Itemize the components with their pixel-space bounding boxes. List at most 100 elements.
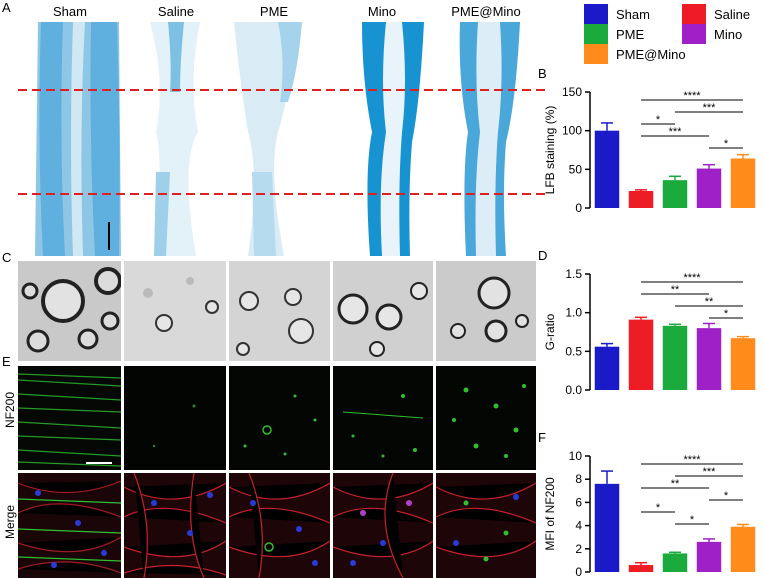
y-axis-label: LFB staining (%) xyxy=(543,106,557,195)
group-label-pme-mino: PME@Mino xyxy=(451,4,521,19)
panel-letter-e: E xyxy=(2,354,11,369)
group-label-mino: Mino xyxy=(367,4,397,19)
tem-image-sham xyxy=(18,261,121,361)
lesion-boundary-lines xyxy=(18,89,546,195)
bar-sham xyxy=(594,346,620,390)
significance-label: **** xyxy=(683,454,701,466)
merge-image-pme xyxy=(229,473,330,578)
bar-saline xyxy=(628,319,654,390)
legend-item-mino: Mino xyxy=(682,24,742,44)
legend-item-pme-mino: PME@Mino xyxy=(584,44,686,64)
nf200-image-mino xyxy=(333,366,433,470)
legend-label: Mino xyxy=(714,26,743,42)
nf200-image-saline xyxy=(124,366,226,470)
legend-label: PME@Mino xyxy=(616,46,686,62)
scale-bar xyxy=(108,222,110,250)
lfb-image-pme-mino xyxy=(440,22,536,256)
panel-letter-f: F xyxy=(538,430,546,445)
y-tick-label: 4 xyxy=(575,519,582,533)
y-tick-label: 0 xyxy=(575,201,582,215)
merge-image-pme-mino xyxy=(436,473,536,578)
y-tick-label: 8 xyxy=(575,472,582,486)
tem-image-saline xyxy=(124,261,226,361)
y-tick-label: 0.5 xyxy=(565,344,582,358)
significance-label: **** xyxy=(683,90,701,102)
legend-swatch xyxy=(584,44,608,64)
y-tick-label: 1.0 xyxy=(565,306,582,320)
nf200-image-sham xyxy=(18,366,121,470)
bar-pme xyxy=(662,553,688,572)
lfb-image-sham xyxy=(33,22,123,256)
bar-mino xyxy=(696,328,722,390)
legend-item-pme: PME xyxy=(584,24,644,44)
bar-sham xyxy=(594,483,620,572)
bar-mino xyxy=(696,541,722,572)
tem-image-pme-mino xyxy=(436,261,536,361)
significance-label: *** xyxy=(703,466,717,478)
tem-image-pme xyxy=(229,261,330,361)
significance-label: ** xyxy=(671,478,680,490)
group-label-pme: PME xyxy=(259,4,289,19)
bar-saline xyxy=(628,565,654,572)
panel-letter-b: B xyxy=(538,66,547,81)
scale-bar xyxy=(86,462,112,464)
y-tick-label: 2 xyxy=(575,542,582,556)
row-label-merge: Merge xyxy=(3,505,17,540)
nf200-image-pme-mino xyxy=(436,366,536,470)
bar-pme-mino xyxy=(730,338,756,390)
bar-pme xyxy=(662,325,688,390)
y-tick-label: 10 xyxy=(569,449,583,463)
significance-label: **** xyxy=(683,272,701,284)
merge-image-saline xyxy=(124,473,226,578)
y-tick-label: 100 xyxy=(562,124,582,138)
bar-mino xyxy=(696,168,722,208)
significance-label: * xyxy=(724,490,729,502)
legend-item-sham: Sham xyxy=(584,4,650,24)
y-tick-label: 0 xyxy=(575,565,582,578)
group-label-saline: Saline xyxy=(157,4,195,19)
lfb-image-saline xyxy=(140,22,220,256)
merge-image-mino xyxy=(333,473,433,578)
significance-label: ** xyxy=(671,284,680,296)
bar-pme xyxy=(662,180,688,208)
y-tick-label: 1.5 xyxy=(565,267,582,281)
legend-swatch xyxy=(682,4,706,24)
nf200-image-pme xyxy=(229,366,330,470)
significance-label: * xyxy=(724,308,729,320)
legend-swatch xyxy=(584,4,608,24)
group-label-sham: Sham xyxy=(53,4,87,19)
bar-pme-mino xyxy=(730,526,756,572)
legend-swatch xyxy=(584,24,608,44)
bar-pme-mino xyxy=(730,158,756,208)
legend-item-saline: Saline xyxy=(682,4,750,24)
legend-swatch xyxy=(682,24,706,44)
significance-label: * xyxy=(724,138,729,150)
bar-saline xyxy=(628,190,654,208)
panel-letter-c: C xyxy=(2,250,12,265)
significance-label: * xyxy=(656,114,661,126)
row-label-nf200: NF200 xyxy=(3,391,17,429)
y-tick-label: 50 xyxy=(569,162,583,176)
y-axis-label: G-ratio xyxy=(543,313,557,350)
legend-label: Saline xyxy=(714,6,751,22)
legend-label: PME xyxy=(616,26,645,42)
y-axis-label: MFI of NF200 xyxy=(543,477,557,551)
significance-label: ** xyxy=(705,296,714,308)
significance-label: *** xyxy=(669,126,683,138)
panel-letter-d: D xyxy=(538,248,548,263)
y-tick-label: 0.0 xyxy=(565,383,582,397)
significance-label: * xyxy=(690,514,695,526)
y-tick-label: 150 xyxy=(562,85,582,99)
panel-letter-a: A xyxy=(2,0,11,15)
tem-image-mino xyxy=(333,261,433,361)
merge-image-sham xyxy=(18,473,121,578)
significance-label: * xyxy=(656,502,661,514)
bar-sham xyxy=(594,130,620,208)
y-tick-label: 6 xyxy=(575,495,582,509)
lfb-image-mino xyxy=(342,22,432,256)
significance-label: *** xyxy=(703,102,717,114)
legend-label: Sham xyxy=(616,6,650,22)
